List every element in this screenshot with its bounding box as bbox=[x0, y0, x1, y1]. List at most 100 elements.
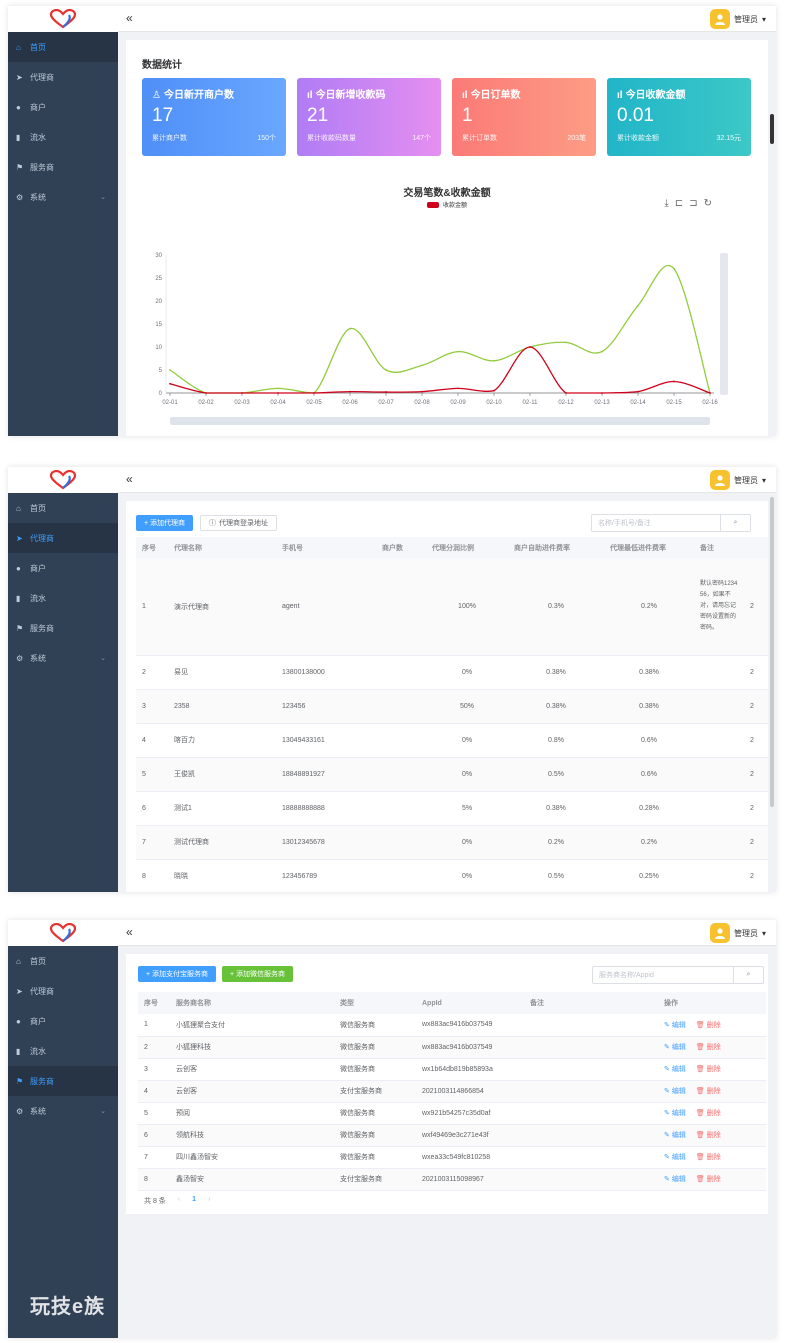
data-point[interactable] bbox=[709, 392, 711, 394]
data-point[interactable] bbox=[565, 392, 567, 394]
logo[interactable] bbox=[8, 467, 118, 493]
edit-button[interactable]: ✎ 编辑 bbox=[664, 1154, 686, 1161]
data-point[interactable] bbox=[169, 369, 171, 371]
add-agent-button[interactable]: + 添加代理商 bbox=[136, 515, 194, 531]
column-header[interactable]: 类型 bbox=[334, 992, 416, 1014]
table-row[interactable]: 5 王俊凯 18848891927 0% 0.5% 0.6% 2 bbox=[136, 757, 768, 792]
next-page-icon[interactable]: › bbox=[208, 1196, 211, 1203]
logo[interactable] bbox=[8, 6, 118, 32]
edit-button[interactable]: ✎ 编辑 bbox=[664, 1132, 686, 1139]
agent-search-input[interactable]: 名称/手机号/备注 bbox=[598, 520, 651, 527]
column-header[interactable]: 备注 bbox=[524, 992, 658, 1014]
table-row[interactable]: 1 小狐狸聚合支付 微信服务商 wx883ac9416b037549 ✎ 编辑 🗑 删除 bbox=[138, 1014, 766, 1037]
delete-button[interactable]: 🗑 删除 bbox=[696, 1110, 721, 1117]
x-datazoom-slider[interactable] bbox=[170, 417, 710, 425]
sidebar-item-flag[interactable]: ⚑ 服务商 bbox=[8, 152, 118, 182]
page-number[interactable]: 1 bbox=[192, 1196, 197, 1203]
sidebar-item-home[interactable]: ⌂ 首页 bbox=[8, 946, 118, 976]
column-header[interactable]: 序号 bbox=[138, 992, 170, 1014]
data-point[interactable] bbox=[421, 364, 423, 367]
page-scrollbar[interactable] bbox=[770, 497, 774, 807]
delete-button[interactable]: 🗑 删除 bbox=[696, 1044, 721, 1051]
edit-button[interactable]: ✎ 编辑 bbox=[664, 1066, 686, 1073]
zoom-icon[interactable]: ⊏ bbox=[674, 198, 684, 209]
sidebar-item-bar-chart[interactable]: ▮ 流水 bbox=[8, 1036, 118, 1066]
data-point[interactable] bbox=[457, 350, 459, 353]
column-header[interactable]: 服务商名称 bbox=[170, 992, 334, 1014]
data-point[interactable] bbox=[457, 387, 459, 390]
provider-search-input[interactable]: 服务商名称/Appid bbox=[599, 972, 654, 979]
data-point[interactable] bbox=[277, 387, 279, 390]
column-header[interactable]: 操作 bbox=[658, 992, 766, 1014]
data-point[interactable] bbox=[385, 391, 387, 393]
user-menu[interactable]: 管理员 ▾ bbox=[709, 923, 766, 943]
sidebar-item-send[interactable]: ➤ 代理商 bbox=[8, 976, 118, 1006]
sidebar-item-flag[interactable]: ⚑ 服务商 bbox=[8, 613, 118, 643]
sidebar-item-flag[interactable]: ⚑ 服务商 bbox=[8, 1066, 118, 1096]
table-row[interactable]: 2 小狐狸科技 微信服务商 wx883ac9416b037549 ✎ 编辑 🗑 删除 bbox=[138, 1036, 766, 1059]
column-header[interactable]: 代理分润比例 bbox=[426, 537, 508, 559]
y-datazoom-slider[interactable] bbox=[720, 253, 728, 395]
edit-button[interactable]: ✎ 编辑 bbox=[664, 1088, 686, 1095]
data-point[interactable] bbox=[673, 380, 675, 383]
data-point[interactable] bbox=[493, 389, 495, 392]
column-header[interactable]: 序号 bbox=[136, 537, 168, 559]
sidebar-item-gear[interactable]: ⚙ 系统 ⌄ bbox=[8, 182, 118, 212]
data-point[interactable] bbox=[241, 392, 243, 394]
data-point[interactable] bbox=[169, 382, 171, 385]
sidebar-item-bar-chart[interactable]: ▮ 流水 bbox=[8, 122, 118, 152]
chart-legend[interactable]: 收款金额 bbox=[126, 200, 768, 209]
page-scrollbar[interactable] bbox=[770, 114, 774, 144]
sidebar-item-home[interactable]: ⌂ 首页 bbox=[8, 493, 118, 523]
table-row[interactable]: 8 鑫汤智安 支付宝服务商 2021003115098967 ✎ 编辑 🗑 删除 bbox=[138, 1168, 766, 1191]
data-point[interactable] bbox=[385, 369, 387, 371]
agent-login-url-button[interactable]: ⓘ 代理商登录地址 bbox=[200, 515, 277, 531]
data-point[interactable] bbox=[565, 341, 567, 344]
data-point[interactable] bbox=[349, 390, 351, 393]
column-header[interactable]: AppId bbox=[416, 992, 524, 1014]
logo[interactable] bbox=[8, 920, 118, 946]
table-row[interactable]: 7 四川鑫汤智安 微信服务商 wxea33c549fc810258 ✎ 编辑 🗑 删除 bbox=[138, 1146, 766, 1169]
collapse-icon[interactable]: « bbox=[126, 11, 133, 25]
provider-search[interactable]: 服务商名称/Appid ⌕ bbox=[592, 966, 764, 984]
edit-button[interactable]: ✎ 编辑 bbox=[664, 1044, 686, 1051]
sidebar-item-home[interactable]: ⌂ 首页 bbox=[8, 32, 118, 62]
search-icon[interactable]: ⌕ bbox=[720, 515, 750, 531]
delete-button[interactable]: 🗑 删除 bbox=[696, 1066, 721, 1073]
delete-button[interactable]: 🗑 删除 bbox=[696, 1132, 721, 1139]
sidebar-item-bar-chart[interactable]: ▮ 流水 bbox=[8, 583, 118, 613]
collapse-icon[interactable]: « bbox=[126, 472, 133, 486]
delete-button[interactable]: 🗑 删除 bbox=[696, 1088, 721, 1095]
column-header[interactable]: 商户自助进件费率 bbox=[508, 537, 604, 559]
table-row[interactable]: 6 测试1 18888888888 5% 0.38% 0.28% 2 bbox=[136, 791, 768, 826]
sidebar-item-user[interactable]: ● 商户 bbox=[8, 553, 118, 583]
data-point[interactable] bbox=[637, 390, 639, 393]
table-row[interactable]: 3 云创客 微信服务商 wx1b64db819b85893a ✎ 编辑 🗑 删除 bbox=[138, 1058, 766, 1081]
agent-search[interactable]: 名称/手机号/备注 ⌕ bbox=[591, 514, 751, 532]
data-point[interactable] bbox=[637, 304, 639, 307]
add-alipay-provider-button[interactable]: + 添加支付宝服务商 bbox=[138, 966, 217, 982]
data-point[interactable] bbox=[349, 327, 351, 330]
sidebar-item-send[interactable]: ➤ 代理商 bbox=[8, 62, 118, 92]
delete-button[interactable]: 🗑 删除 bbox=[696, 1154, 721, 1161]
data-point[interactable] bbox=[493, 359, 495, 362]
table-row[interactable]: 7 测试代理商 13012345678 0% 0.2% 0.2% 2 bbox=[136, 825, 768, 860]
data-point[interactable] bbox=[601, 392, 603, 394]
table-row[interactable]: 5 预阅 微信服务商 wx921b54257c35d0af ✎ 编辑 🗑 删除 bbox=[138, 1102, 766, 1125]
download-icon[interactable]: ⤓ bbox=[664, 198, 669, 209]
sidebar-item-user[interactable]: ● 商户 bbox=[8, 92, 118, 122]
sidebar-item-gear[interactable]: ⚙ 系统 ⌄ bbox=[8, 1096, 118, 1126]
column-header[interactable]: 代理最低进件费率 bbox=[604, 537, 694, 559]
user-menu[interactable]: 管理员 ▾ bbox=[709, 9, 766, 29]
user-menu[interactable]: 管理员 ▾ bbox=[709, 470, 766, 490]
data-point[interactable] bbox=[205, 392, 207, 394]
data-point[interactable] bbox=[421, 390, 423, 393]
table-row[interactable]: 4 云创客 支付宝服务商 2021003114866854 ✎ 编辑 🗑 删除 bbox=[138, 1080, 766, 1103]
search-icon[interactable]: ⌕ bbox=[733, 967, 763, 983]
zoom-reset-icon[interactable]: ⊐ bbox=[689, 198, 698, 209]
sidebar-item-send[interactable]: ➤ 代理商 bbox=[8, 523, 118, 553]
data-point[interactable] bbox=[673, 267, 675, 270]
column-header[interactable]: 商户数 bbox=[376, 537, 426, 559]
delete-button[interactable]: 🗑 删除 bbox=[696, 1022, 721, 1029]
edit-button[interactable]: ✎ 编辑 bbox=[664, 1110, 686, 1117]
